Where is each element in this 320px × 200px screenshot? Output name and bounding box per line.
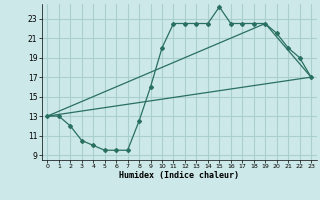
X-axis label: Humidex (Indice chaleur): Humidex (Indice chaleur) (119, 171, 239, 180)
